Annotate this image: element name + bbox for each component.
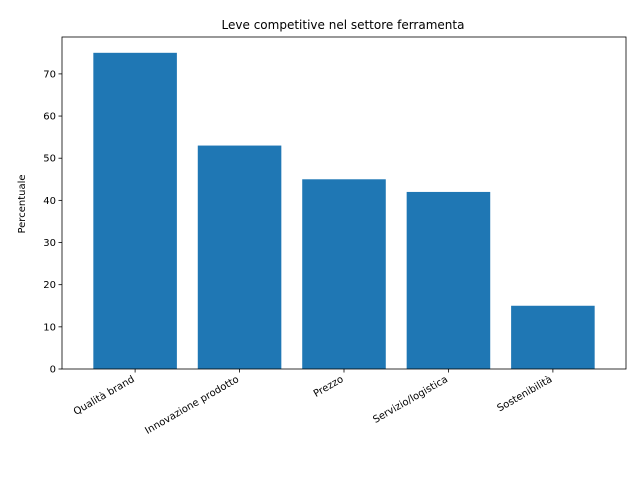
bar-4 xyxy=(511,305,595,369)
y-tick-label: 60 xyxy=(43,112,56,123)
bar-1 xyxy=(197,145,282,369)
y-ticks-group: 0 10 20 30 40 50 60 70 xyxy=(43,69,62,376)
y-tick-label: 50 xyxy=(43,154,56,165)
bar-2 xyxy=(302,179,386,369)
bars-group xyxy=(93,52,595,370)
y-tick-label: 30 xyxy=(43,238,56,249)
y-tick-label: 70 xyxy=(43,69,56,80)
chart-title: Leve competitive nel settore ferramenta xyxy=(222,18,465,32)
y-tick-label: 20 xyxy=(43,280,56,291)
y-axis-label: Percentuale xyxy=(17,174,28,233)
bar-3 xyxy=(406,191,491,369)
y-tick-label: 0 xyxy=(50,365,56,376)
y-tick-label: 40 xyxy=(43,196,56,207)
y-tick-label: 10 xyxy=(43,322,56,333)
bar-0 xyxy=(93,52,177,370)
